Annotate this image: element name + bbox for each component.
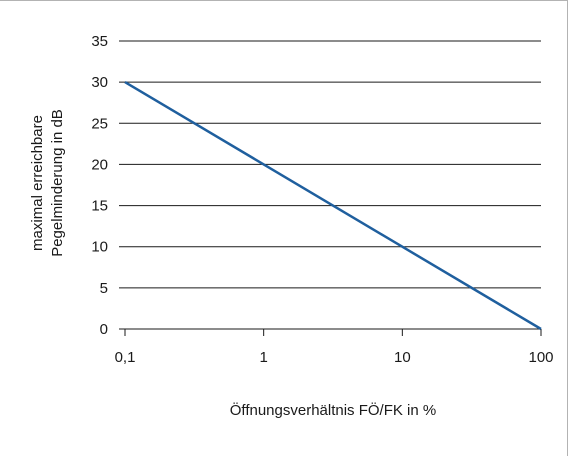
y-tick-label: 20 [91, 156, 108, 173]
series-group [124, 81, 542, 331]
x-tick-label: 1 [259, 349, 267, 366]
y-axis-ticks: 0 5 10 15 20 25 30 35 [91, 33, 108, 338]
y-tick-label: 0 [100, 321, 108, 338]
y-tick-label: 5 [100, 280, 108, 297]
x-axis-title: Öffnungsverhältnis FÖ/FK in % [230, 401, 436, 419]
y-axis-title-line-2: Pegelminderung in dB [49, 109, 66, 257]
y-tick-label: 30 [91, 74, 108, 91]
y-tick-label: 10 [91, 239, 108, 256]
x-tick-label: 100 [528, 349, 553, 366]
y-tick-label: 25 [91, 115, 108, 132]
y-axis-title-line-1: maximal erreichbare [29, 115, 46, 251]
y-tick-label: 35 [91, 33, 108, 50]
x-axis-ticks: 0,1 1 10 100 [115, 329, 554, 366]
gridlines [119, 40, 541, 330]
series-line-0 [124, 81, 542, 331]
x-tick-label: 0,1 [115, 349, 136, 366]
y-tick-label: 15 [91, 198, 108, 215]
x-tick-label: 10 [394, 349, 411, 366]
